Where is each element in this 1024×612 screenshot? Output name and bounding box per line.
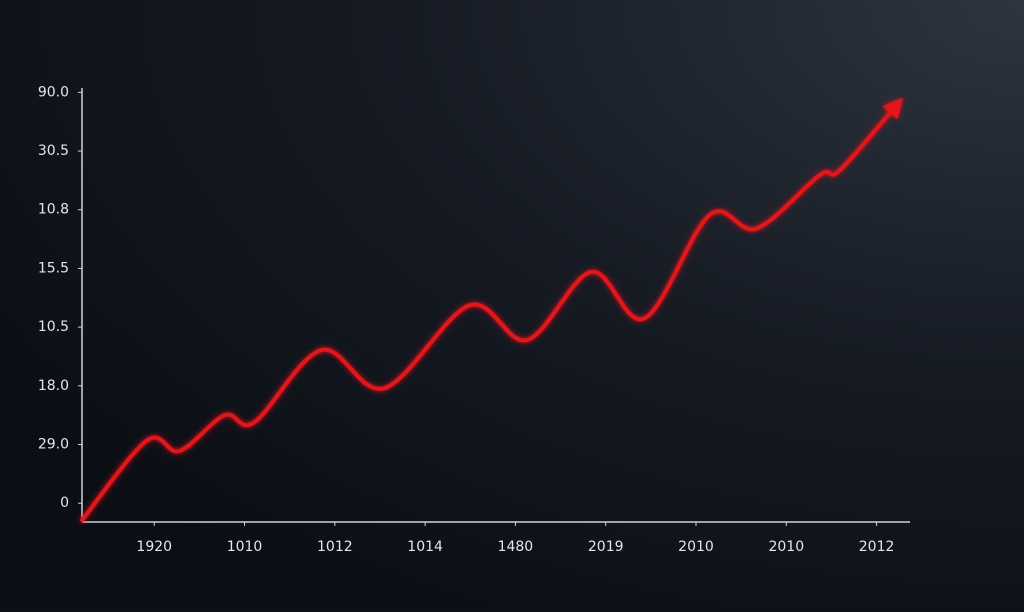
y-tick-label: 29.0 — [38, 437, 69, 453]
x-tick-label: 2012 — [859, 539, 895, 555]
x-tick-label: 2019 — [588, 539, 624, 555]
x-tick-label: 1920 — [136, 539, 172, 555]
y-tick-label: 0 — [60, 495, 69, 511]
x-tick-label: 1480 — [498, 539, 534, 555]
x-tick-label: 1012 — [317, 539, 353, 555]
y-tick-label: 90.0 — [38, 84, 69, 100]
x-tick-label: 1014 — [407, 539, 443, 555]
x-tick-label: 2010 — [768, 539, 804, 555]
y-tick-label: 30.5 — [38, 143, 69, 159]
y-tick-label: 10.8 — [38, 202, 69, 218]
y-tick-label: 10.5 — [38, 319, 69, 335]
y-tick-label: 15.5 — [38, 260, 69, 276]
trend-line — [80, 97, 904, 523]
x-tick-label: 1010 — [227, 539, 263, 555]
y-tick-label: 18.0 — [38, 378, 69, 394]
x-tick-label: 2010 — [678, 539, 714, 555]
